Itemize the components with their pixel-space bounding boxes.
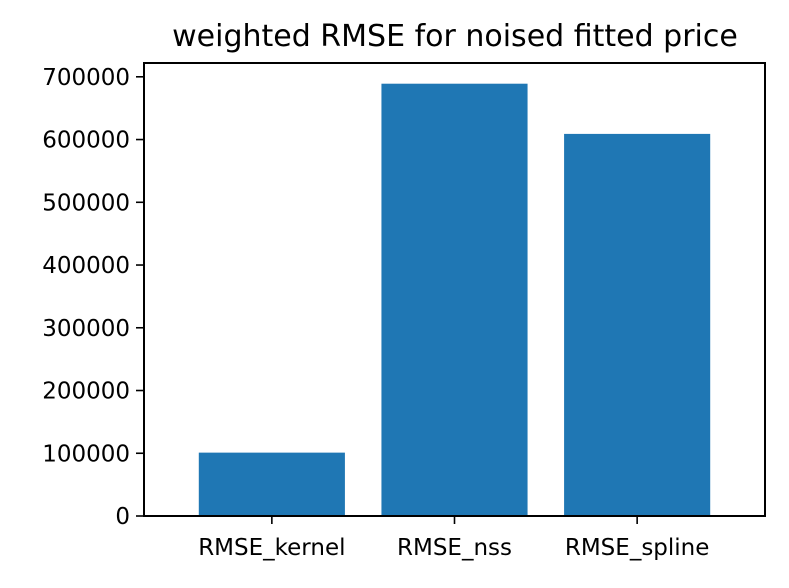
y-tick-label: 500000 <box>42 190 130 216</box>
bar-rmse-kernel <box>198 452 345 516</box>
x-tick-label: RMSE_kernel <box>198 535 345 561</box>
y-tick-label: 700000 <box>42 65 130 91</box>
chart-title: weighted RMSE for noised fitted price <box>172 19 738 54</box>
bar-rmse-spline <box>564 133 711 516</box>
y-axis: 0 100000 200000 300000 400000 500000 600000 700… <box>42 65 144 530</box>
bar-rmse-nss <box>381 83 528 516</box>
y-tick-label: 200000 <box>42 379 130 405</box>
y-tick-label: 300000 <box>42 316 130 342</box>
bars-group <box>198 83 711 516</box>
x-tick-label: RMSE_spline <box>565 535 710 561</box>
y-tick-label: 400000 <box>42 253 130 279</box>
x-tick-label: RMSE_nss <box>397 535 512 561</box>
plot-frame <box>143 62 766 517</box>
y-tick-label: 600000 <box>42 128 130 154</box>
y-tick-label: 0 <box>115 504 130 530</box>
y-tick-label: 100000 <box>42 441 130 467</box>
x-axis: RMSE_kernel RMSE_nss RMSE_spline <box>198 516 709 561</box>
